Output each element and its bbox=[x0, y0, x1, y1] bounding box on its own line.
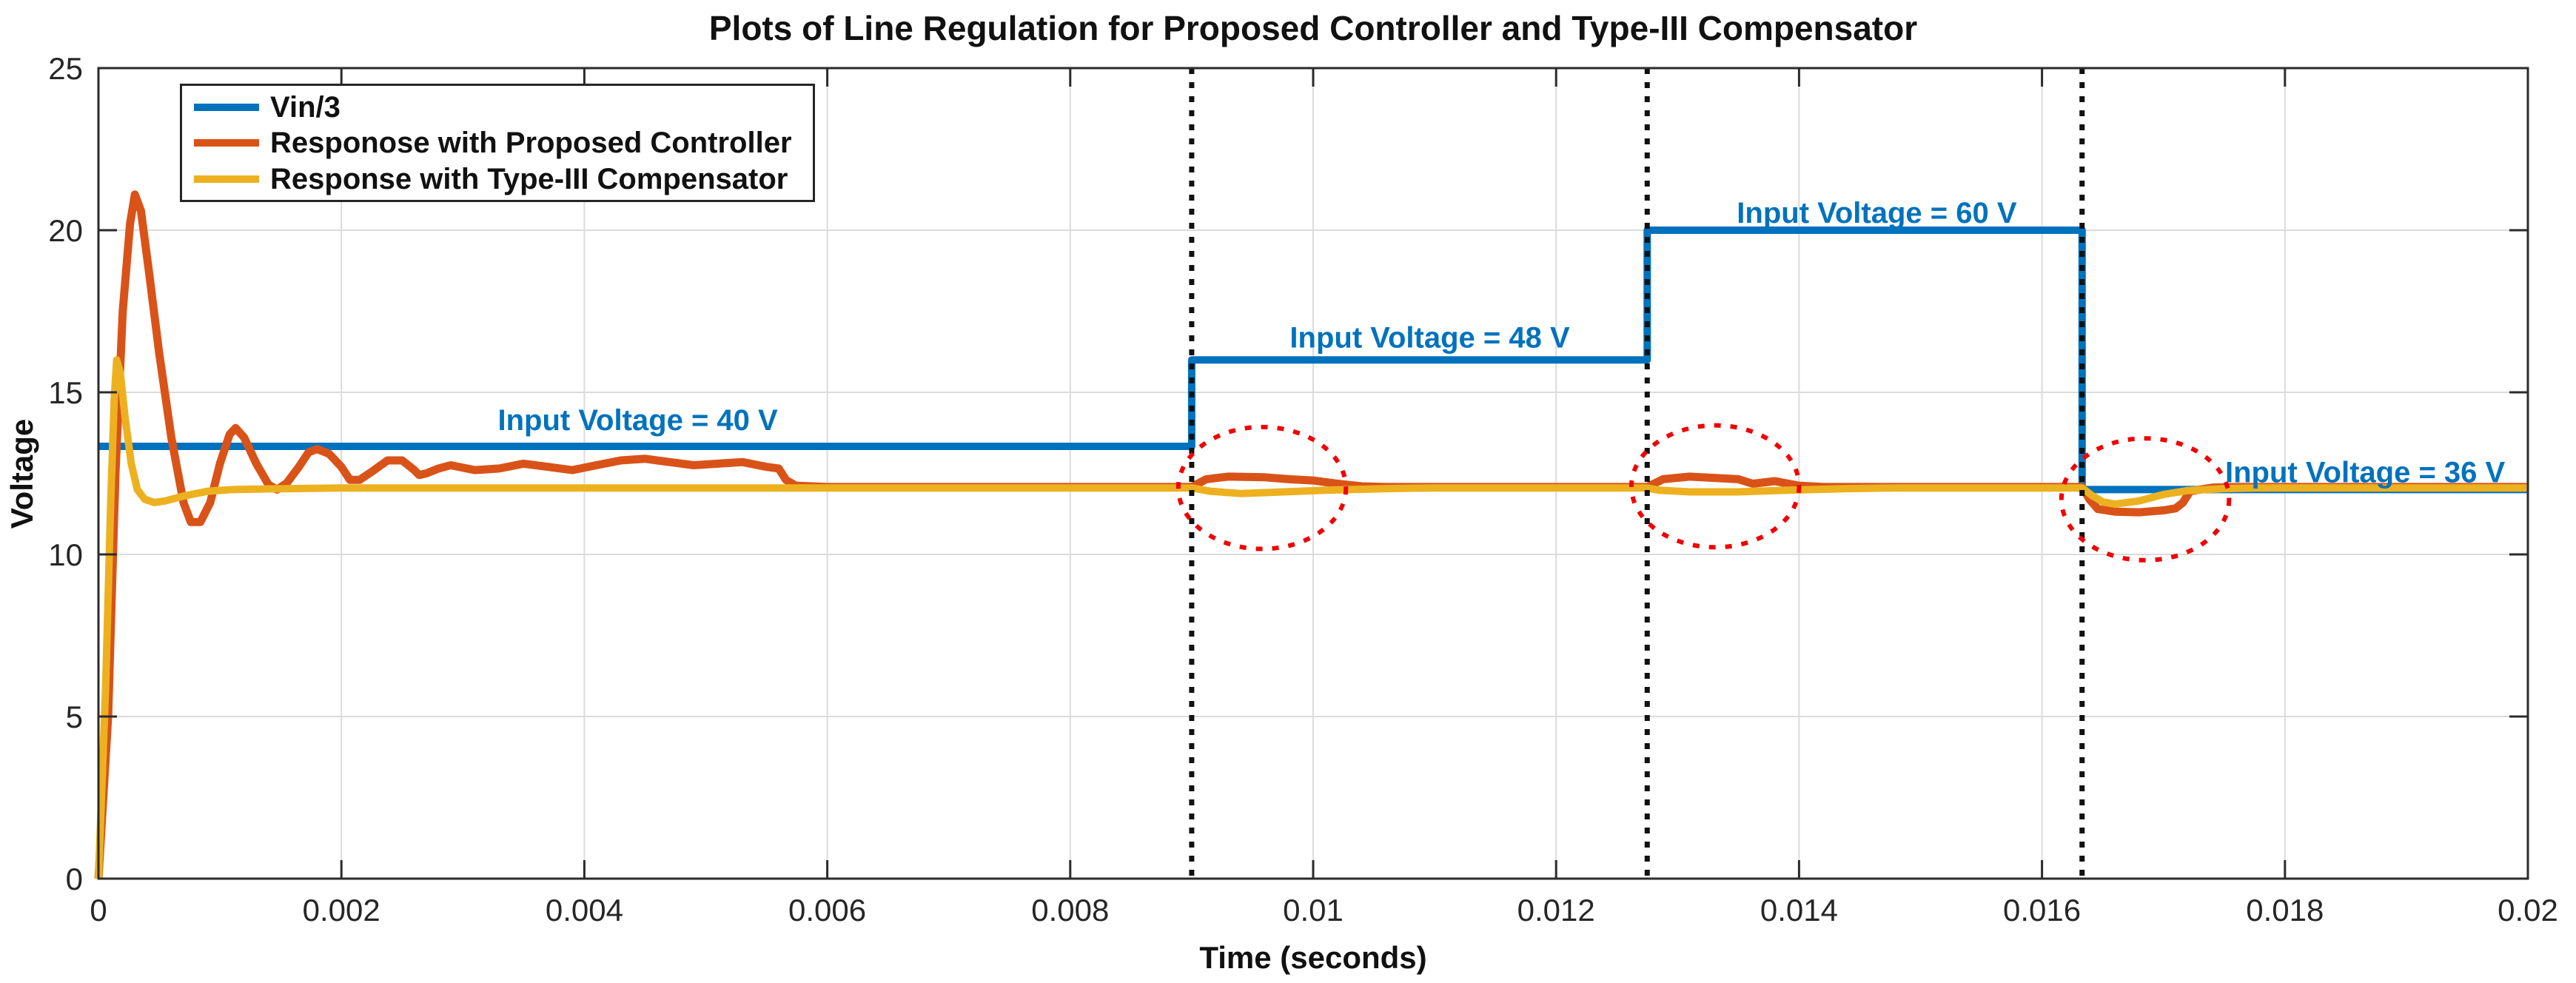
x-tick-label: 0.018 bbox=[2246, 893, 2324, 927]
input-voltage-annotation: Input Voltage = 40 V bbox=[497, 404, 778, 437]
y-tick-label: 0 bbox=[66, 862, 83, 896]
blue-line-swatch bbox=[194, 103, 259, 111]
series-line-2 bbox=[95, 356, 2528, 879]
x-axis-label: Time (seconds) bbox=[1199, 940, 1426, 975]
x-tick-label: 0.004 bbox=[546, 893, 623, 927]
x-tick-label: 0 bbox=[90, 893, 107, 927]
legend-entry-proposed-controller: Responose with Proposed Controller bbox=[194, 125, 805, 161]
input-voltage-annotation: Input Voltage = 36 V bbox=[2225, 456, 2506, 489]
step-change-lines bbox=[1189, 68, 2085, 879]
tick-labels: 0 0.002 0.004 0.006 0.008 0.01 0.012 0.014 0.016… bbox=[48, 51, 2558, 927]
series-line-1 bbox=[94, 190, 2528, 879]
y-tick-label: 10 bbox=[48, 537, 83, 572]
x-tick-label: 0.02 bbox=[2498, 893, 2558, 927]
chart-title: Plots of Line Regulation for Proposed Co… bbox=[709, 9, 1917, 47]
legend-label: Response with Type-III Compensator bbox=[270, 162, 788, 195]
transient-highlight-ellipse bbox=[1629, 423, 1802, 550]
x-tick-label: 0.014 bbox=[1760, 893, 1838, 927]
x-tick-label: 0.012 bbox=[1517, 893, 1595, 927]
x-tick-label: 0.01 bbox=[1283, 893, 1344, 927]
x-tick-label: 0.006 bbox=[788, 893, 866, 927]
transient-highlight-ellipse bbox=[2059, 436, 2232, 563]
y-tick-label: 15 bbox=[48, 375, 83, 410]
yellow-line-swatch bbox=[194, 175, 259, 183]
input-voltage-annotation: Input Voltage = 60 V bbox=[1737, 197, 2017, 229]
x-tick-label: 0.016 bbox=[2003, 893, 2081, 927]
legend-label: Responose with Proposed Controller bbox=[270, 127, 792, 159]
y-axis-label: Voltage bbox=[4, 419, 39, 529]
highlight-ellipses bbox=[1175, 423, 2232, 563]
annotations: Input Voltage = 40 V Input Voltage = 48 V… bbox=[497, 197, 2505, 489]
x-tick-label: 0.008 bbox=[1031, 893, 1109, 927]
gridlines bbox=[98, 68, 2528, 879]
legend-entry-vin: Vin/3 bbox=[194, 90, 805, 125]
transient-highlight-ellipse bbox=[1175, 424, 1349, 551]
y-tick-label: 5 bbox=[66, 699, 83, 734]
y-tick-label: 25 bbox=[48, 51, 83, 86]
legend-entry-type3-compensator: Response with Type-III Compensator bbox=[194, 161, 805, 197]
y-tick-label: 20 bbox=[48, 213, 83, 248]
input-voltage-annotation: Input Voltage = 48 V bbox=[1289, 322, 1570, 355]
orange-line-swatch bbox=[194, 139, 259, 147]
x-tick-label: 0.002 bbox=[303, 893, 380, 927]
tick-marks bbox=[97, 67, 2529, 880]
legend: Vin/3 Responose with Proposed Controller… bbox=[180, 84, 815, 202]
legend-label: Vin/3 bbox=[270, 90, 341, 124]
